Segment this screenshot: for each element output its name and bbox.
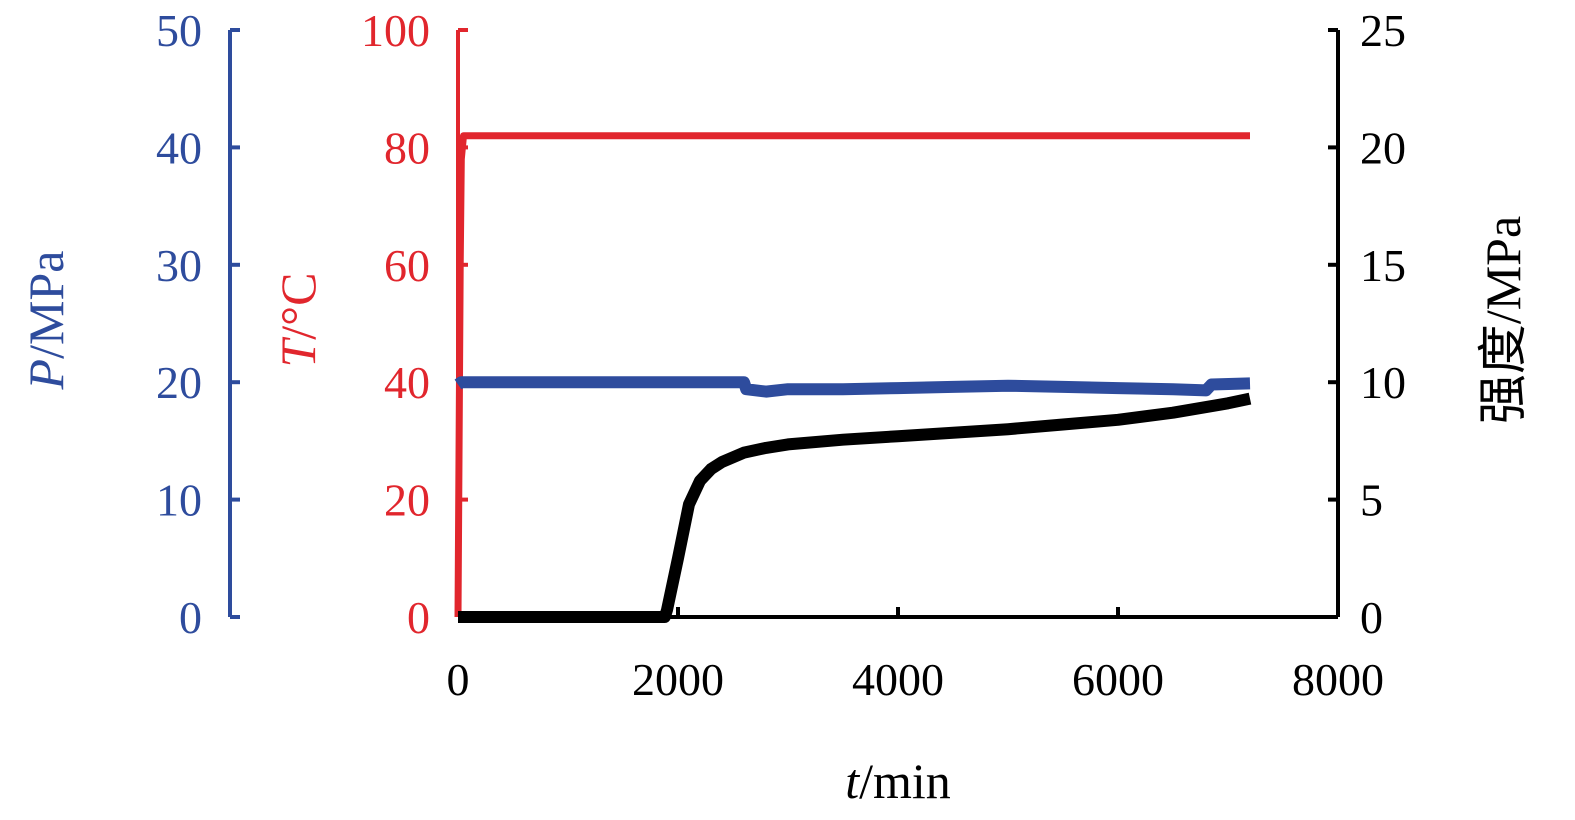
x-tick-label: 6000 <box>1072 654 1164 705</box>
strength-axis-title: 强度/MPa <box>1475 216 1531 424</box>
pressure-axis-title: P/MPa <box>18 251 74 391</box>
strength-line <box>458 392 1252 623</box>
t-tick-label: 20 <box>384 475 430 526</box>
pressure-line <box>454 376 1251 398</box>
t-tick-label: 100 <box>361 5 430 56</box>
x-tick-label: 2000 <box>632 654 724 705</box>
p-tick-label: 40 <box>156 122 202 173</box>
t-tick-label: 40 <box>384 357 430 408</box>
series-layer <box>454 132 1252 623</box>
s-tick-label: 0 <box>1360 592 1383 643</box>
t-tick-label: 60 <box>384 240 430 291</box>
x-tick-label: 4000 <box>852 654 944 705</box>
p-tick-label: 50 <box>156 5 202 56</box>
p-tick-label: 0 <box>179 592 202 643</box>
strength-axis: 0 5 10 15 20 25 <box>1328 5 1406 643</box>
p-tick-label: 30 <box>156 240 202 291</box>
s-tick-label: 10 <box>1360 357 1406 408</box>
p-tick-label: 10 <box>156 475 202 526</box>
s-tick-label: 25 <box>1360 5 1406 56</box>
temperature-axis: 0 20 40 60 80 100 <box>361 5 468 643</box>
s-tick-label: 5 <box>1360 475 1383 526</box>
t-tick-label: 0 <box>407 592 430 643</box>
x-tick-label: 0 <box>447 654 470 705</box>
p-tick-label: 20 <box>156 357 202 408</box>
temperature-line <box>454 132 1250 618</box>
temperature-axis-title: T/°C <box>270 272 326 367</box>
t-tick-label: 80 <box>384 122 430 173</box>
s-tick-label: 20 <box>1360 122 1406 173</box>
x-tick-label: 8000 <box>1292 654 1384 705</box>
pressure-axis: 0 10 20 30 40 50 <box>156 5 240 643</box>
time-axis-title: t/min <box>845 753 951 809</box>
s-tick-label: 15 <box>1360 240 1406 291</box>
